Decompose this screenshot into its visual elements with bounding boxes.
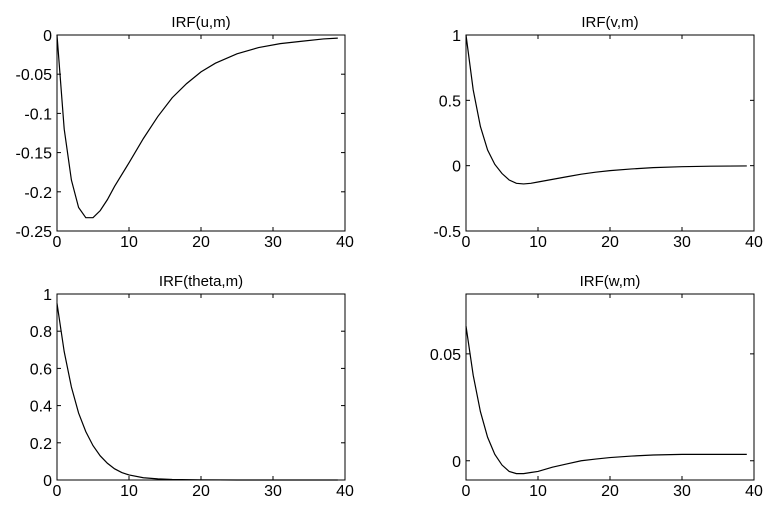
y-tick-label: -0.15 xyxy=(16,146,53,163)
x-tick-label: 30 xyxy=(673,483,691,500)
x-tick-label: 30 xyxy=(264,483,282,500)
x-tick-label: 10 xyxy=(529,234,547,251)
x-tick-label: 20 xyxy=(601,234,619,251)
y-tick-label: 0.6 xyxy=(30,361,52,378)
y-tick-label: 0.8 xyxy=(30,324,52,341)
series-line xyxy=(56,303,338,481)
x-tick-label: 0 xyxy=(462,483,471,500)
x-tick-label: 30 xyxy=(264,234,282,251)
y-tick-label: 0 xyxy=(43,28,52,45)
chart-panel-1: IRF(u,m) 0 10 20 30 40 0 -0.05 -0.1 -0.15 -0.2 -0.2… xyxy=(16,14,354,251)
x-tick-label: 20 xyxy=(192,483,210,500)
x-tick-label: 0 xyxy=(462,234,471,251)
y-tick-label: 1 xyxy=(43,287,52,304)
y-tick-label: -0.05 xyxy=(16,67,53,84)
y-tick-label: 0.5 xyxy=(439,93,461,110)
chart-title: IRF(v,m) xyxy=(581,14,638,31)
x-tick-label: 10 xyxy=(120,483,138,500)
x-tick-label: 40 xyxy=(336,483,354,500)
chart-title: IRF(w,m) xyxy=(580,273,641,290)
y-tick-label: 0.4 xyxy=(30,399,52,416)
y-tick-label: -0.1 xyxy=(24,106,52,123)
chart-title: IRF(u,m) xyxy=(171,14,230,31)
plot-frame xyxy=(56,293,346,481)
series-line xyxy=(465,325,747,475)
plot-frame xyxy=(465,293,755,481)
y-tick-label: 0 xyxy=(452,159,461,176)
x-tick-label: 10 xyxy=(120,234,138,251)
x-tick-label: 0 xyxy=(53,483,62,500)
x-tick-label: 20 xyxy=(601,483,619,500)
x-tick-label: 40 xyxy=(336,234,354,251)
chart-panel-3: IRF(theta,m) 0 10 20 30 40 1 0.8 0.6 0.4 0.2 0 xyxy=(30,273,354,500)
x-tick-label: 10 xyxy=(529,483,547,500)
plot-frame xyxy=(56,34,346,232)
y-tick-label: 0.2 xyxy=(30,436,52,453)
y-tick-label: 0 xyxy=(452,454,461,471)
y-tick-label: 0.05 xyxy=(430,347,461,364)
x-tick-label: 0 xyxy=(53,234,62,251)
x-tick-label: 30 xyxy=(673,234,691,251)
x-tick-label: 20 xyxy=(192,234,210,251)
chart-title: IRF(theta,m) xyxy=(159,273,243,290)
plot-frame xyxy=(465,34,755,232)
x-tick-label: 40 xyxy=(745,483,763,500)
y-tick-label: 1 xyxy=(452,28,461,45)
x-tick-label: 40 xyxy=(745,234,763,251)
chart-panel-4: IRF(w,m) 0 10 20 30 40 0.05 0 xyxy=(430,273,763,500)
y-tick-label: -0.5 xyxy=(433,224,461,241)
series-line xyxy=(56,34,338,219)
y-tick-label: -0.25 xyxy=(16,224,53,241)
y-tick-label: 0 xyxy=(43,473,52,490)
y-tick-label: -0.2 xyxy=(24,185,52,202)
series-line xyxy=(465,34,747,185)
